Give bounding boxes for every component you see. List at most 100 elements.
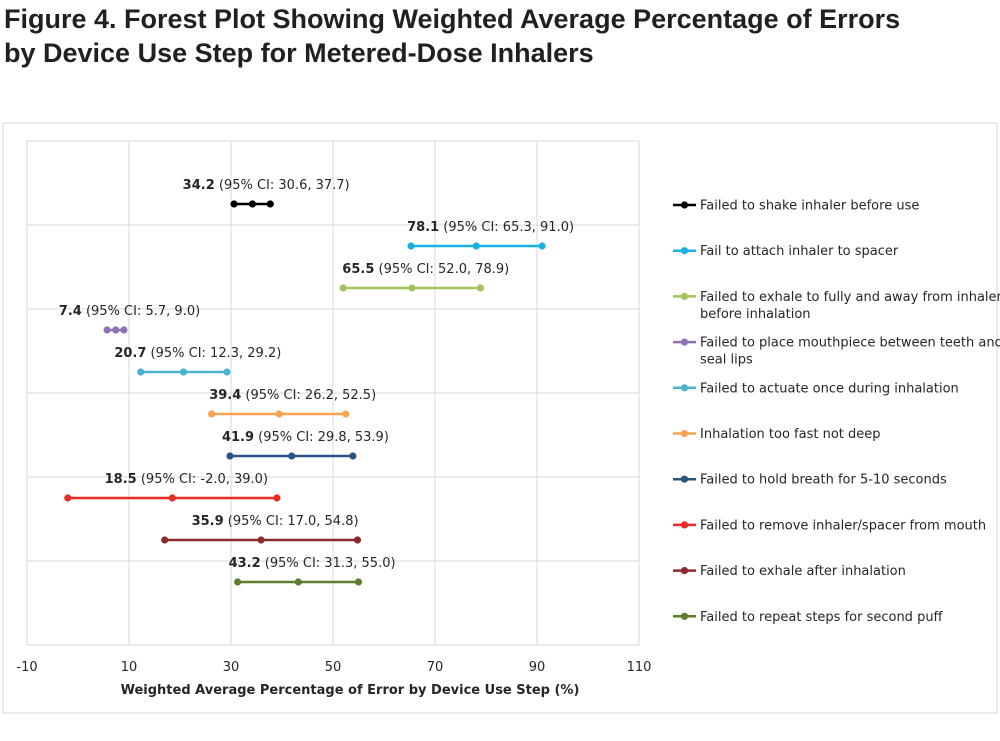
x-tick-label: 30 bbox=[223, 660, 240, 675]
ci-low-point bbox=[407, 242, 415, 250]
legend-swatch-marker bbox=[680, 567, 689, 575]
estimate-point bbox=[288, 452, 296, 460]
legend-entry: Failed to exhale after inhalation bbox=[673, 564, 906, 579]
ci-low-point bbox=[137, 368, 145, 376]
data-label: 34.2 (95% CI: 30.6, 37.7) bbox=[183, 178, 350, 193]
ci-low-point bbox=[230, 200, 238, 208]
legend-swatch-marker bbox=[680, 521, 689, 529]
ci-high-point bbox=[353, 536, 362, 544]
estimate-point bbox=[275, 410, 283, 418]
legend-swatch-marker bbox=[680, 475, 689, 483]
data-label: 7.4 (95% CI: 5.7, 9.0) bbox=[59, 304, 200, 319]
series-row: 41.9 (95% CI: 29.8, 53.9) bbox=[222, 430, 389, 460]
x-tick-label: -10 bbox=[16, 660, 37, 675]
legend-label: before inhalation bbox=[700, 307, 811, 322]
ci-high-point bbox=[354, 578, 363, 586]
ci-value: (95% CI: -2.0, 39.0) bbox=[137, 472, 268, 487]
legend-entry: Failed to place mouthpiece between teeth… bbox=[673, 336, 1000, 368]
data-label: 41.9 (95% CI: 29.8, 53.9) bbox=[222, 430, 389, 445]
series-row: 35.9 (95% CI: 17.0, 54.8) bbox=[161, 514, 362, 544]
ci-value: (95% CI: 31.3, 55.0) bbox=[261, 556, 396, 571]
figure-title-line-1: Figure 4. Forest Plot Showing Weighted A… bbox=[4, 4, 901, 34]
series-row: 20.7 (95% CI: 12.3, 29.2) bbox=[114, 346, 281, 376]
legend-label: Failed to exhale to fully and away from … bbox=[700, 290, 1000, 305]
estimate-value: 65.5 bbox=[342, 262, 374, 277]
legend-swatch-marker bbox=[680, 292, 689, 300]
estimate-value: 39.4 bbox=[209, 388, 241, 403]
legend-label: Failed to hold breath for 5-10 seconds bbox=[700, 473, 947, 488]
data-label: 43.2 (95% CI: 31.3, 55.0) bbox=[229, 556, 396, 571]
estimate-value: 7.4 bbox=[59, 304, 82, 319]
ci-value: (95% CI: 26.2, 52.5) bbox=[241, 388, 376, 403]
estimate-point bbox=[472, 242, 480, 250]
ci-high-point bbox=[349, 452, 357, 460]
legend-entry: Failed to remove inhaler/spacer from mou… bbox=[673, 518, 986, 533]
series-row: 65.5 (95% CI: 52.0, 78.9) bbox=[339, 262, 509, 292]
x-tick-label: 10 bbox=[121, 660, 138, 675]
x-tick-label: 50 bbox=[325, 660, 342, 675]
estimate-value: 20.7 bbox=[114, 346, 146, 361]
legend-entry: Failed to hold breath for 5-10 seconds bbox=[673, 473, 947, 488]
data-label: 35.9 (95% CI: 17.0, 54.8) bbox=[192, 514, 359, 529]
ci-value: (95% CI: 12.3, 29.2) bbox=[146, 346, 281, 361]
legend-label: Failed to repeat steps for second puff bbox=[700, 610, 944, 625]
ci-value: (95% CI: 30.6, 37.7) bbox=[215, 178, 350, 193]
estimate-value: 35.9 bbox=[192, 514, 224, 529]
estimate-value: 18.5 bbox=[105, 472, 137, 487]
figure-title-line-2: by Device Use Step for Metered-Dose Inha… bbox=[4, 38, 594, 68]
estimate-point bbox=[112, 326, 120, 334]
series-row: 39.4 (95% CI: 26.2, 52.5) bbox=[208, 388, 376, 418]
legend-swatch-marker bbox=[680, 338, 689, 346]
series-row: 18.5 (95% CI: -2.0, 39.0) bbox=[64, 472, 281, 502]
estimate-value: 41.9 bbox=[222, 430, 254, 445]
legend-label: Failed to shake inhaler before use bbox=[700, 199, 919, 214]
series-row: 43.2 (95% CI: 31.3, 55.0) bbox=[229, 556, 396, 586]
ci-value: (95% CI: 29.8, 53.9) bbox=[254, 430, 389, 445]
x-tick-label: 70 bbox=[427, 660, 444, 675]
legend-swatch-marker bbox=[680, 201, 689, 209]
estimate-point bbox=[179, 368, 188, 376]
legend-entry: Failed to exhale to fully and away from … bbox=[673, 290, 1000, 322]
data-label: 20.7 (95% CI: 12.3, 29.2) bbox=[114, 346, 281, 361]
ci-low-point bbox=[161, 536, 169, 544]
legend-entry: Failed to shake inhaler before use bbox=[673, 199, 919, 214]
ci-low-point bbox=[234, 578, 242, 586]
ci-high-point bbox=[538, 242, 546, 250]
gridlines bbox=[27, 141, 639, 645]
ci-high-point bbox=[273, 494, 281, 502]
estimate-point bbox=[408, 284, 416, 292]
ci-high-point bbox=[120, 326, 128, 334]
data-label: 39.4 (95% CI: 26.2, 52.5) bbox=[209, 388, 376, 403]
chart-area-border bbox=[2, 122, 998, 714]
estimate-value: 78.1 bbox=[407, 220, 439, 235]
data-label: 78.1 (95% CI: 65.3, 91.0) bbox=[407, 220, 574, 235]
estimate-value: 34.2 bbox=[183, 178, 215, 193]
ci-value: (95% CI: 5.7, 9.0) bbox=[82, 304, 200, 319]
ci-low-point bbox=[339, 284, 347, 292]
ci-high-point bbox=[266, 200, 274, 208]
legend-entry: Failed to repeat steps for second puff bbox=[673, 610, 944, 625]
ci-high-point bbox=[223, 368, 231, 376]
legend-swatch-marker bbox=[680, 429, 689, 438]
figure-title: Figure 4. Forest Plot Showing Weighted A… bbox=[4, 2, 994, 70]
ci-value: (95% CI: 65.3, 91.0) bbox=[439, 220, 574, 235]
legend: Failed to shake inhaler before use Fail t… bbox=[673, 199, 1000, 625]
x-axis-title: Weighted Average Percentage of Error by … bbox=[121, 683, 580, 698]
estimate-point bbox=[257, 536, 265, 544]
series-row: 7.4 (95% CI: 5.7, 9.0) bbox=[59, 304, 200, 334]
legend-label: Inhalation too fast not deep bbox=[700, 427, 881, 442]
data-label: 65.5 (95% CI: 52.0, 78.9) bbox=[342, 262, 509, 277]
estimate-value: 43.2 bbox=[229, 556, 261, 571]
series-group: 34.2 (95% CI: 30.6, 37.7) 78.1 (95% CI: 6… bbox=[59, 178, 574, 586]
x-axis: -10 10 30 50 70 90 110 Weighted Average Percent… bbox=[16, 660, 651, 698]
ci-high-point bbox=[342, 410, 350, 418]
x-tick-label: 110 bbox=[627, 660, 652, 675]
x-tick-label: 90 bbox=[529, 660, 546, 675]
data-label: 18.5 (95% CI: -2.0, 39.0) bbox=[105, 472, 268, 487]
estimate-point bbox=[294, 578, 302, 586]
legend-swatch-marker bbox=[680, 612, 689, 620]
legend-entry: Fail to attach inhaler to spacer bbox=[673, 244, 899, 259]
series-row: 34.2 (95% CI: 30.6, 37.7) bbox=[183, 178, 350, 208]
